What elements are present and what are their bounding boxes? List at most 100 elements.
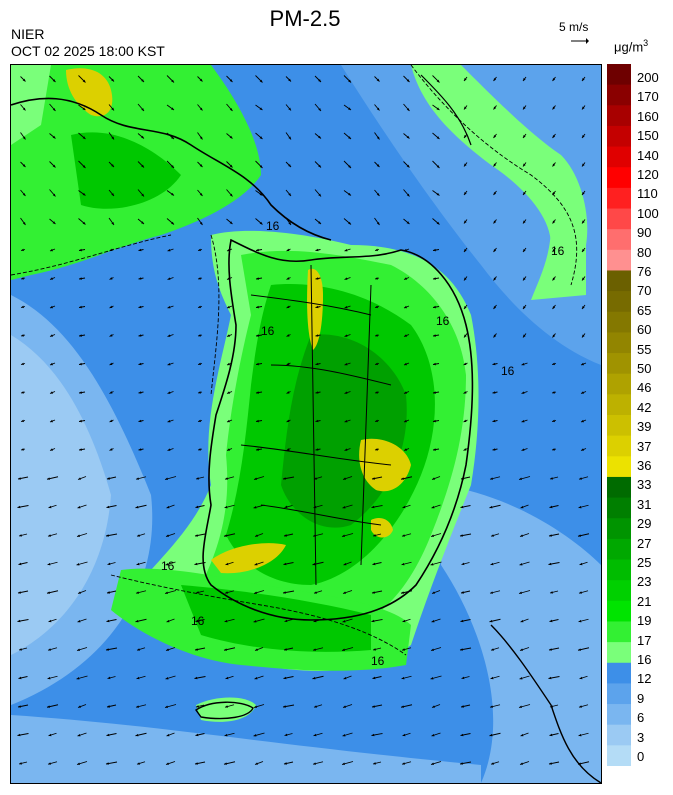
wind-arrow-head: [550, 705, 553, 708]
wind-arrow-head: [313, 505, 317, 509]
wind-arrow-head: [318, 164, 321, 168]
wind-arrow-head: [523, 334, 526, 338]
wind-arrow-head: [227, 248, 230, 252]
wind-arrow-head: [313, 762, 316, 765]
wind-arrow-head: [256, 334, 259, 337]
wind-arrow-head: [227, 334, 230, 337]
wind-arrow-head: [372, 562, 376, 566]
wind-arrow-head: [348, 192, 351, 196]
wind-arrow-head: [433, 334, 436, 337]
wind-arrow-head: [463, 448, 467, 451]
wind-arrow-head: [288, 136, 291, 140]
wind-arrow-head: [82, 79, 86, 83]
wind-arrow-head: [109, 362, 113, 365]
wind-arrow-head: [552, 391, 555, 394]
wind-arrow-head: [288, 78, 291, 82]
wind-arrow-head: [313, 733, 317, 737]
wind-arrow-head: [552, 306, 556, 309]
wind-arrow-head: [552, 220, 556, 224]
wind-arrow-head: [492, 448, 496, 451]
legend-tick-label: 21: [637, 593, 652, 609]
legend-band: [607, 683, 631, 705]
contour-label: 16: [266, 219, 280, 233]
legend-tick-label: 12: [637, 671, 652, 687]
legend-tick-label: 16: [637, 652, 652, 667]
wind-arrow-head: [136, 477, 139, 480]
coastline-peninsula: [202, 238, 474, 621]
wind-arrow-head: [552, 419, 555, 423]
wind-arrow-head: [431, 648, 434, 651]
wind-arrow-head: [79, 334, 82, 337]
wind-arrow-head: [461, 705, 464, 708]
legend-band: [607, 311, 631, 333]
wind-arrow-head: [229, 193, 233, 197]
wind-arrow-head: [552, 78, 556, 81]
wind-arrow-head: [141, 221, 144, 224]
wind-arrow-head: [550, 477, 553, 480]
wind-arrow-head: [196, 591, 199, 594]
wind-arrow-head: [431, 505, 435, 509]
wind-arrow-head: [578, 648, 581, 651]
pm25-map[interactable]: 16 16 16 16 16 16 16 16: [10, 64, 602, 784]
wind-arrow-head: [82, 136, 86, 139]
legend-band: [607, 353, 631, 375]
wind-arrow-head: [253, 620, 257, 623]
wind-arrow-head: [253, 734, 257, 737]
wind-arrow-head: [548, 562, 552, 566]
wind-arrow-head: [166, 733, 170, 737]
wind-arrow-head: [376, 164, 380, 167]
wind-arrow-head: [47, 477, 50, 480]
wind-arrow-head: [21, 391, 24, 394]
wind-arrow-head: [21, 248, 24, 252]
wind-arrow-head: [286, 391, 290, 394]
legend-band: [607, 662, 631, 684]
wind-arrow-head: [50, 305, 53, 309]
wind-arrow-head: [578, 762, 581, 765]
wind-arrow-head: [254, 591, 257, 594]
wind-arrow-head: [194, 562, 198, 566]
wind-arrow-head: [137, 534, 140, 537]
wind-arrow-head: [373, 534, 376, 537]
wind-arrow-head: [52, 135, 56, 139]
wind-arrow-head: [489, 619, 493, 623]
wind-arrow-head: [47, 562, 51, 566]
legend-band: [607, 600, 631, 622]
wind-arrow-head: [259, 221, 263, 225]
wind-arrow-head: [343, 477, 346, 480]
wind-arrow-head: [342, 733, 346, 737]
wind-arrow-head: [582, 306, 585, 309]
wind-arrow-head: [521, 391, 525, 394]
legend-tick-label: 140: [637, 147, 659, 163]
wind-arrow-head: [76, 677, 80, 680]
wind-arrow-head: [460, 534, 463, 537]
wind-arrow-head: [284, 762, 287, 765]
wind-arrow-head: [581, 391, 584, 394]
wind-arrow-head: [552, 106, 556, 110]
legend-tick-label: 80: [637, 244, 652, 260]
wind-arrow-head: [198, 362, 201, 366]
wind-arrow-head: [436, 79, 440, 83]
wind-arrow-head: [166, 534, 169, 537]
wind-arrow-head: [373, 762, 376, 765]
wind-arrow-head: [106, 505, 110, 509]
north-pale-fringe: [11, 65, 51, 145]
wind-arrow-head: [138, 334, 142, 337]
wind-arrow-head: [166, 762, 169, 765]
wind-arrow-head: [198, 334, 201, 337]
wind-arrow-head: [493, 220, 497, 224]
wind-arrow-head: [582, 106, 585, 110]
wind-arrow-head: [493, 249, 497, 252]
wind-arrow-head: [19, 648, 22, 651]
wind-arrow-head: [198, 248, 201, 252]
wind-arrow-head: [195, 648, 198, 651]
legend-band: [607, 435, 631, 457]
wind-arrow-head: [521, 448, 525, 451]
wind-arrow-head: [195, 733, 199, 737]
wind-arrow-head: [138, 419, 142, 423]
wind-arrow-head: [109, 419, 113, 422]
wind-arrow-head: [492, 391, 496, 394]
legend-band: [607, 704, 631, 726]
wind-arrow-head: [343, 591, 346, 594]
northeast-pale-strip: [411, 65, 588, 245]
wind-arrow-head: [198, 448, 201, 451]
